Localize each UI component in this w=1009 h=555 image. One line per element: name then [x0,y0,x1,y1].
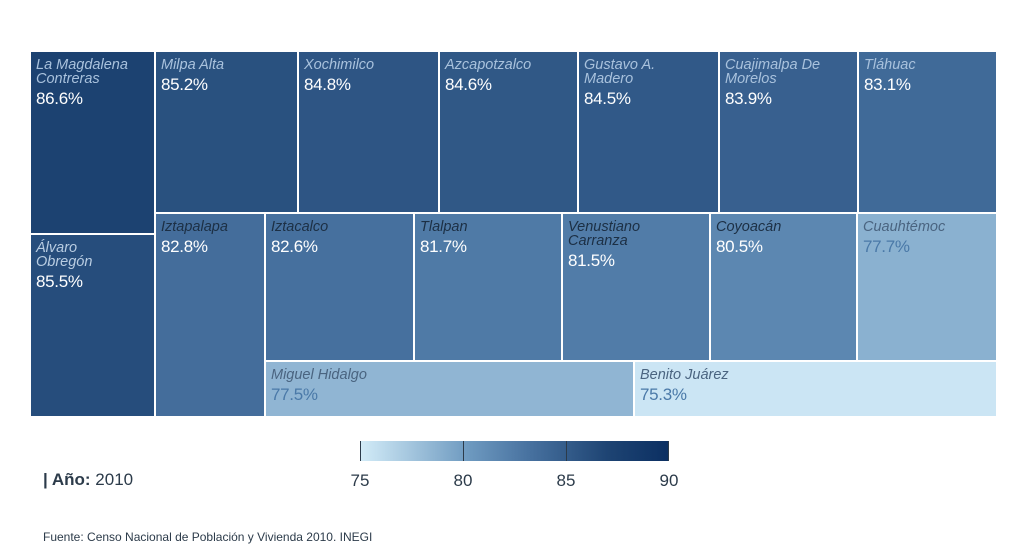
treemap-cell: Venustiano Carranza 81.5% [562,213,710,361]
cell-name: Tláhuac [864,57,916,73]
cell-value: 82.8% [161,237,208,256]
treemap-cell: Iztacalco 82.6% [265,213,414,361]
cell-value: 84.8% [304,75,351,94]
cell-name: Venustiano Carranza [568,219,641,249]
cell-name: Tlalpan [420,219,468,235]
cell-name: Iztacalco [271,219,329,235]
cell-name: Cuajimalpa De Morelos [725,57,821,87]
cell-name: Miguel Hidalgo [271,367,367,383]
cell-name: Milpa Alta [161,57,225,73]
cell-value: 85.2% [161,75,208,94]
treemap: La Magdalena Contreras 86.6% Milpa Alta 85.… [30,51,997,417]
cell-value: 81.7% [420,237,467,256]
treemap-cell: Cuauhtémoc 77.7% [857,213,997,361]
treemap-cell: La Magdalena Contreras 86.6% [30,51,155,234]
cell-name: Benito Juárez [640,367,729,383]
treemap-cell: Álvaro Obregón 85.5% [30,234,155,417]
cell-value: 83.1% [864,75,911,94]
cell-value: 84.6% [445,75,492,94]
year-label: | Año: 2010 [43,470,133,490]
cell-name: Azcapotzalco [445,57,532,73]
treemap-cell: Benito Juárez 75.3% [634,361,997,417]
year-value: 2010 [95,470,134,489]
cell-name: La Magdalena Contreras [36,57,128,87]
legend-tick [668,441,669,461]
cell-name: Xochimilco [304,57,375,73]
cell-value: 82.6% [271,237,318,256]
legend-tick [566,441,567,461]
legend-tick-label: 85 [556,471,576,490]
cell-value: 85.5% [36,272,83,291]
cell-value: 77.5% [271,385,318,404]
treemap-cell: Coyoacán 80.5% [710,213,857,361]
treemap-cell: Iztapalapa 82.8% [155,213,265,417]
legend-tick-label: 80 [453,471,473,490]
color-scale-bar [360,441,669,461]
cell-name: Gustavo A. Madero [584,57,656,87]
cell-value: 84.5% [584,89,631,108]
treemap-cell: Tlalpan 81.7% [414,213,562,361]
cell-value: 86.6% [36,89,83,108]
treemap-cell: Azcapotzalco 84.6% [439,51,578,213]
treemap-cell: Gustavo A. Madero 84.5% [578,51,719,213]
source-note: Fuente: Censo Nacional de Población y Vi… [43,530,373,544]
cell-name: Coyoacán [716,219,782,235]
year-prefix: | Año: [43,470,91,489]
cell-value: 83.9% [725,89,772,108]
legend-tick-label: 90 [659,471,679,490]
legend-tick [360,441,361,461]
cell-name: Cuauhtémoc [863,219,946,235]
cell-value: 81.5% [568,251,615,270]
color-legend: 75 80 85 90 [351,441,678,491]
cell-value: 80.5% [716,237,763,256]
legend-tick [463,441,464,461]
treemap-cell: Miguel Hidalgo 77.5% [265,361,634,417]
cell-value: 75.3% [640,385,687,404]
cell-name: Álvaro Obregón [36,240,93,270]
legend-tick-label: 75 [350,471,370,490]
cell-value: 77.7% [863,237,910,256]
treemap-cell: Milpa Alta 85.2% [155,51,298,213]
treemap-cell: Xochimilco 84.8% [298,51,439,213]
treemap-cell: Cuajimalpa De Morelos 83.9% [719,51,858,213]
cell-name: Iztapalapa [161,219,228,235]
treemap-cell: Tláhuac 83.1% [858,51,997,213]
